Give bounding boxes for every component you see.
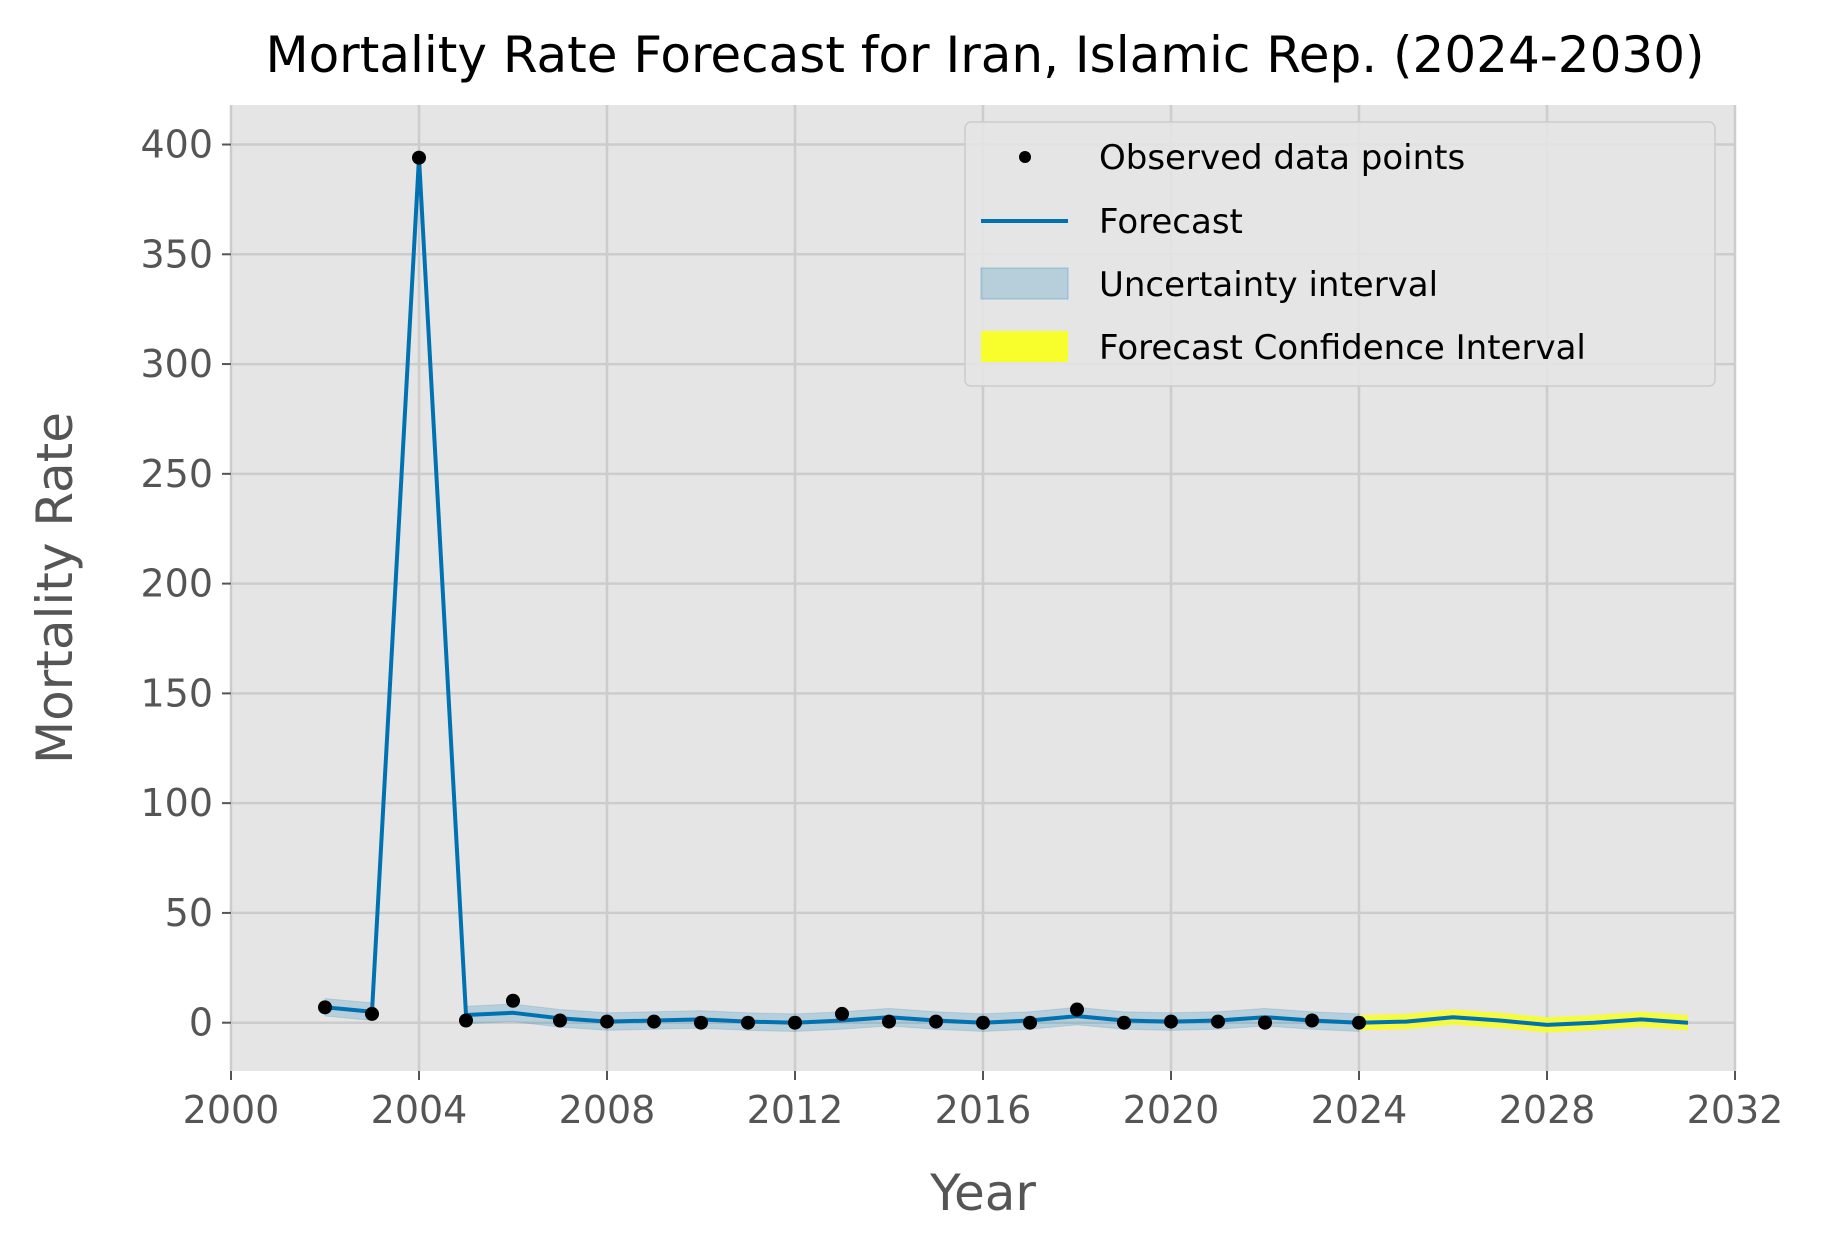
uncertainty-band (324, 148, 1360, 1033)
x-axis-title: Year (929, 1164, 1036, 1222)
y-tick-label: 250 (140, 452, 213, 496)
chart-title: Mortality Rate Forecast for Iran, Islami… (265, 26, 1704, 84)
observed-point (647, 1014, 661, 1029)
y-tick-label: 0 (189, 1001, 213, 1045)
legend-observed-marker (1019, 151, 1031, 163)
y-tick-label: 400 (140, 123, 213, 167)
observed-point (600, 1014, 614, 1029)
observed-point (1117, 1015, 1131, 1030)
y-tick-label: 200 (140, 562, 213, 606)
observed-point (1305, 1013, 1319, 1028)
observed-point (976, 1015, 990, 1030)
y-axis-title: Mortality Rate (26, 412, 84, 764)
observed-point (788, 1015, 802, 1030)
x-tick-label: 2032 (1687, 1088, 1784, 1132)
observed-point (1352, 1015, 1366, 1030)
legend: Observed data points Forecast Uncertaint… (964, 121, 1716, 387)
legend-uncertainty-label: Uncertainty interval (1099, 265, 1438, 305)
y-tick-label: 300 (140, 342, 213, 386)
legend-forecast-label: Forecast (1099, 202, 1243, 242)
uncertainty-band-layer (324, 148, 1360, 1033)
forecast-line (324, 155, 1689, 1027)
observed-points-layer (318, 150, 1366, 1030)
observed-point (506, 993, 520, 1008)
x-tick-label: 2008 (559, 1088, 656, 1132)
y-tick-label: 150 (140, 671, 213, 715)
observed-point (1164, 1014, 1178, 1029)
forecast-line-layer (324, 155, 1689, 1027)
x-axis-ticks: 2000 2004 2008 2012 2016 2020 2024 2028 2032 (183, 1071, 1784, 1132)
observed-point (835, 1006, 849, 1021)
y-tick-label: 100 (140, 781, 213, 825)
legend-forecast-ci-swatch (981, 331, 1068, 362)
observed-point (741, 1015, 755, 1030)
observed-point (412, 150, 426, 165)
y-axis-ticks: 0 50 100 150 200 250 300 350 400 (140, 123, 231, 1045)
x-tick-label: 2004 (371, 1088, 468, 1132)
legend-observed-label: Observed data points (1099, 138, 1465, 178)
x-tick-label: 2016 (935, 1088, 1032, 1132)
legend-box (964, 121, 1716, 387)
observed-point (553, 1013, 567, 1028)
x-tick-label: 2020 (1123, 1088, 1220, 1132)
y-tick-label: 350 (140, 232, 213, 276)
observed-point (318, 1000, 332, 1015)
observed-point (459, 1013, 473, 1028)
observed-point (929, 1014, 943, 1029)
x-tick-label: 2000 (183, 1088, 280, 1132)
legend-uncertainty-swatch (980, 267, 1069, 300)
legend-forecast-ci-label: Forecast Confidence Interval (1099, 328, 1586, 368)
observed-point (694, 1015, 708, 1030)
x-tick-label: 2024 (1311, 1088, 1408, 1132)
observed-point (1211, 1014, 1225, 1029)
x-tick-label: 2028 (1499, 1088, 1596, 1132)
observed-point (365, 1006, 379, 1021)
x-tick-label: 2012 (747, 1088, 844, 1132)
observed-point (882, 1014, 896, 1029)
observed-point (1023, 1015, 1037, 1030)
y-tick-label: 50 (165, 891, 213, 935)
observed-point (1070, 1002, 1084, 1017)
observed-point (1258, 1015, 1272, 1030)
